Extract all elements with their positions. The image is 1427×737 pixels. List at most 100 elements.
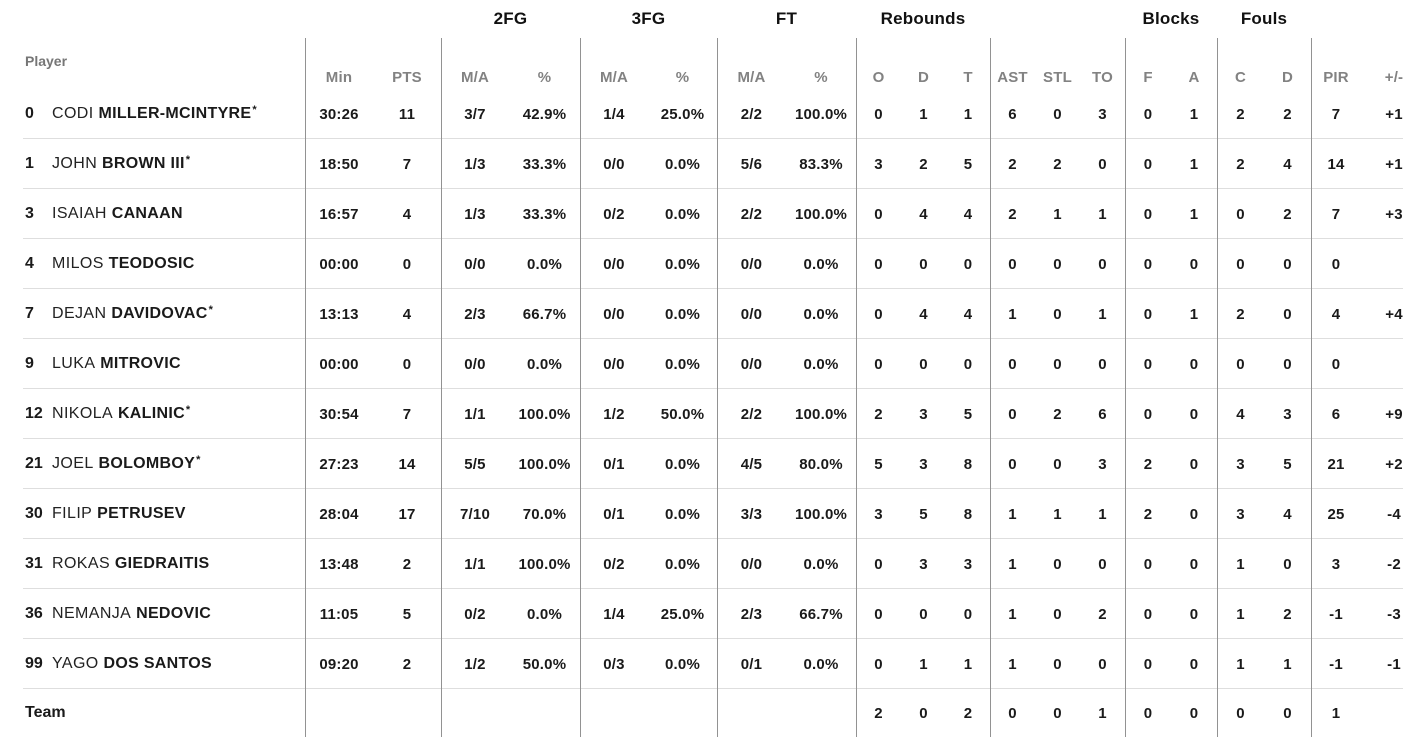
stat-pir: 21 [1327, 455, 1345, 473]
stat-pir: 1 [1331, 704, 1341, 722]
stat-ft-ma: 2/2 [740, 105, 763, 123]
player-last-name: BOLOMBOY [98, 455, 196, 472]
stat-reb-o: 0 [874, 255, 883, 273]
stat-to: 1 [1098, 205, 1107, 223]
group-header-rebounds: Rebounds [880, 9, 966, 28]
stat-plus-minus: +9 [1385, 405, 1403, 423]
stat-ast: 0 [1008, 355, 1017, 373]
stat-ast: 0 [1008, 405, 1017, 423]
player-last-name: BROWN III [102, 155, 185, 172]
player-last-name: DAVIDOVAC [111, 305, 208, 322]
player-first-name: FILIP [52, 505, 98, 522]
stat-reb-d: 0 [919, 255, 928, 273]
stat-reb-d: 5 [919, 505, 928, 523]
player-last-name: GIEDRAITIS [114, 555, 210, 572]
column-divider [717, 38, 718, 737]
stat-fg3-ma: 0/1 [603, 455, 625, 473]
player-last-name: PETRUSEV [97, 505, 186, 522]
stat-fg3-pct: 0.0% [665, 205, 700, 223]
stat-pts: 0 [402, 355, 412, 373]
column-header-player: Player [25, 53, 68, 69]
stat-fg2-ma: 5/5 [464, 455, 486, 473]
player-first-name: NEMANJA [52, 605, 137, 622]
stat-stl: 1 [1053, 205, 1062, 223]
stat-foul-c: 1 [1236, 655, 1245, 673]
stat-blk-f: 0 [1143, 255, 1153, 273]
stat-fg3-pct: 25.0% [660, 105, 705, 123]
stat-ast: 1 [1008, 655, 1017, 673]
stat-ft-ma: 2/3 [740, 605, 763, 623]
stat-pts: 14 [398, 455, 416, 473]
stat-plus-minus: +3 [1385, 205, 1403, 223]
column-header-to: TO [1092, 69, 1113, 86]
player-name-cell: 31 ROKAS GIEDRAITIS [0, 555, 305, 573]
stat-blk-f: 0 [1143, 155, 1153, 173]
stat-blk-f: 0 [1143, 305, 1153, 323]
stat-ft-pct: 100.0% [794, 205, 848, 223]
player-first-name: CODI [52, 105, 99, 122]
stat-fg2-ma: 1/3 [464, 205, 486, 223]
stat-foul-c: 4 [1236, 405, 1245, 423]
stat-blk-a: 0 [1189, 505, 1199, 523]
column-header-min: Min [325, 69, 353, 86]
stat-blk-a: 1 [1189, 205, 1199, 223]
stat-blk-a: 0 [1189, 605, 1199, 623]
stat-min: 13:13 [319, 305, 359, 323]
stat-reb-o: 0 [874, 205, 883, 223]
stat-pir: 14 [1327, 155, 1345, 173]
stat-foul-c: 0 [1236, 704, 1245, 722]
stat-stl: 0 [1053, 455, 1062, 473]
player-name-cell: 4 MILOS TEODOSIC [0, 255, 305, 273]
stat-reb-o: 2 [874, 704, 883, 722]
stat-blk-a: 0 [1189, 405, 1199, 423]
row-separator [23, 688, 1403, 689]
stat-ast: 1 [1008, 305, 1017, 323]
stat-reb-o: 0 [874, 105, 883, 123]
stat-reb-t: 5 [963, 405, 973, 423]
stat-blk-a: 0 [1189, 704, 1199, 722]
stat-ft-pct: 0.0% [803, 305, 839, 323]
player-number: 1 [25, 155, 34, 172]
stat-pir: 6 [1331, 405, 1341, 423]
stat-to: 0 [1098, 555, 1107, 573]
stat-fg2-pct: 50.0% [522, 655, 567, 673]
stat-pts: 7 [402, 155, 412, 173]
stat-ft-pct: 66.7% [799, 605, 843, 623]
stat-reb-d: 1 [919, 655, 928, 673]
stat-blk-f: 0 [1143, 405, 1153, 423]
player-number: 3 [25, 205, 34, 222]
stat-blk-f: 0 [1143, 105, 1153, 123]
stat-reb-d: 0 [919, 355, 928, 373]
stat-ft-ma: 0/0 [740, 355, 763, 373]
stat-reb-t: 1 [963, 105, 973, 123]
group-header-blocks: Blocks [1142, 9, 1200, 28]
stat-stl: 0 [1053, 305, 1062, 323]
player-row: 21 JOEL BOLOMBOY * 27:23 14 5/5 100.0% 0/1 0.0% 4… [0, 439, 1427, 489]
player-row: 0 CODI MILLER-MCINTYRE * 30:26 11 3/7 42.9% 1/4… [0, 89, 1427, 139]
stat-reb-o: 0 [874, 655, 883, 673]
stat-pir: 4 [1331, 305, 1341, 323]
stat-fg2-pct: 42.9% [522, 105, 567, 123]
stat-foul-d: 2 [1283, 205, 1292, 223]
stat-pts: 2 [402, 555, 412, 573]
stat-fg2-pct: 100.0% [518, 555, 571, 573]
player-name-cell: 1 JOHN BROWN III * [0, 154, 305, 173]
stat-blk-a: 0 [1189, 355, 1199, 373]
stat-ast: 2 [1008, 205, 1017, 223]
starter-icon: * [196, 454, 201, 466]
stat-min: 28:04 [319, 505, 359, 523]
starter-icon: * [252, 104, 257, 116]
stat-blk-f: 2 [1143, 455, 1153, 473]
row-separator [23, 538, 1403, 539]
stat-pir: -1 [1329, 655, 1343, 673]
stat-ft-pct: 0.0% [803, 655, 839, 673]
stat-foul-c: 0 [1236, 355, 1245, 373]
stat-pts: 4 [402, 305, 412, 323]
stat-plus-minus: +4 [1385, 305, 1403, 323]
column-header-2fg-ma: M/A [460, 69, 490, 86]
row-separator [23, 638, 1403, 639]
stat-stl: 1 [1053, 505, 1062, 523]
player-first-name: ROKAS [52, 555, 115, 572]
stat-stl: 0 [1053, 255, 1062, 273]
stat-reb-t: 4 [963, 305, 973, 323]
